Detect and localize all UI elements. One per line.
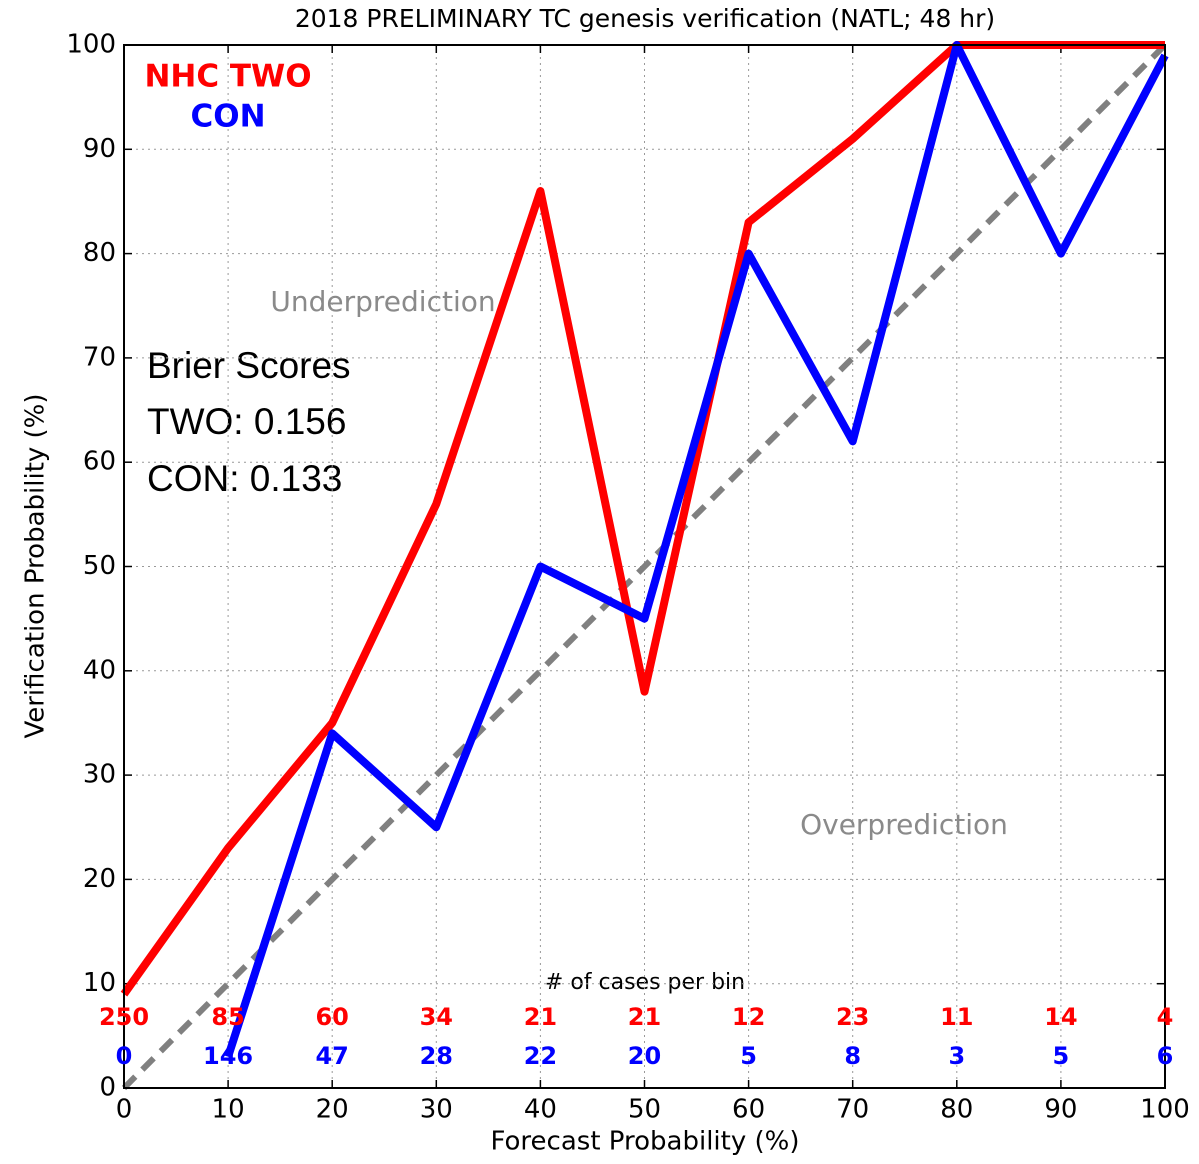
count-label: 4: [1157, 1003, 1174, 1031]
x-axis-label: Forecast Probability (%): [491, 1127, 800, 1157]
y-tick-label: 80: [83, 238, 116, 268]
count-label: 21: [628, 1003, 661, 1031]
count-label: 250: [99, 1003, 149, 1031]
chart-title: 2018 PRELIMINARY TC genesis verification…: [295, 4, 995, 33]
y-axis-label: Verification Probability (%): [21, 393, 51, 738]
count-label: 0: [116, 1042, 133, 1070]
count-label: 8: [844, 1042, 861, 1070]
data-line: [224, 41, 1169, 1058]
count-label: 34: [420, 1003, 453, 1031]
legend-label: NHC TWO: [144, 59, 311, 95]
count-label: 11: [940, 1003, 973, 1031]
count-label: 21: [524, 1003, 557, 1031]
x-tick-label: 70: [836, 1095, 869, 1125]
count-label: 12: [732, 1003, 765, 1031]
brier-text: Brier Scores: [147, 345, 351, 386]
x-tick-label: 10: [212, 1095, 245, 1125]
y-tick-label: 30: [83, 760, 116, 790]
x-tick-label: 0: [116, 1095, 133, 1125]
count-label: 20: [628, 1042, 661, 1070]
count-label: 6: [1157, 1042, 1174, 1070]
x-tick-label: 80: [940, 1095, 973, 1125]
y-tick-label: 90: [83, 134, 116, 164]
count-label: 85: [211, 1003, 244, 1031]
count-label: 3: [948, 1042, 965, 1070]
x-tick-label: 90: [1044, 1095, 1077, 1125]
count-label: 5: [740, 1042, 757, 1070]
y-tick-label: 20: [83, 864, 116, 894]
y-tick-label: 60: [83, 447, 116, 477]
count-label: 146: [203, 1042, 253, 1070]
y-tick-label: 50: [83, 551, 116, 581]
y-tick-label: 100: [66, 30, 116, 60]
brier-text: TWO: 0.156: [147, 401, 346, 442]
x-tick-label: 50: [628, 1095, 661, 1125]
legend-label: CON: [190, 99, 265, 135]
count-label: 14: [1044, 1003, 1077, 1031]
reference-line: [121, 42, 1168, 1091]
x-tick-label: 60: [732, 1095, 765, 1125]
x-tick-label: 40: [524, 1095, 557, 1125]
count-label: 60: [315, 1003, 348, 1031]
x-tick-label: 30: [420, 1095, 453, 1125]
count-label: 28: [420, 1042, 453, 1070]
y-tick-label: 70: [83, 342, 116, 372]
count-label: 22: [524, 1042, 557, 1070]
brier-text: CON: 0.133: [147, 458, 342, 499]
x-tick-label: 20: [316, 1095, 349, 1125]
count-label: 23: [836, 1003, 869, 1031]
annotation: Overprediction: [800, 808, 1008, 841]
annotation: Underprediction: [270, 285, 495, 318]
x-tick-label: 100: [1140, 1095, 1190, 1125]
count-label: 47: [315, 1042, 348, 1070]
plot-frame: [123, 44, 1166, 1089]
y-tick-label: 40: [83, 655, 116, 685]
count-label: 5: [1053, 1042, 1070, 1070]
y-tick-label: 10: [83, 968, 116, 998]
y-tick-label: 0: [99, 1073, 116, 1103]
